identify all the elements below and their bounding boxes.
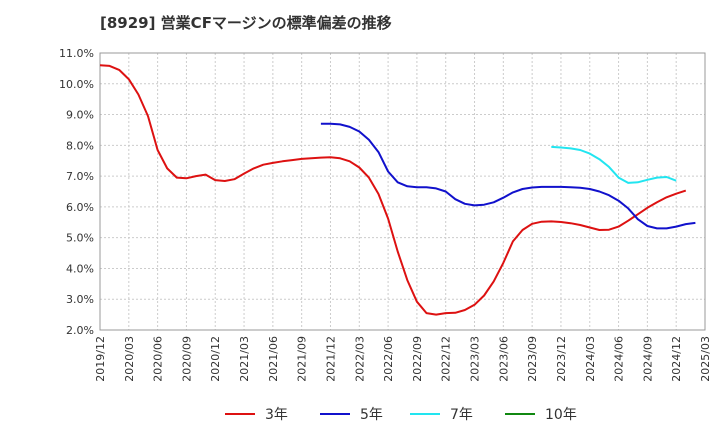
x-tick-label: 2022/12 xyxy=(440,336,453,382)
chart-title: [8929] 営業CFマージンの標準偏差の推移 xyxy=(100,14,392,32)
y-tick-label: 5.0% xyxy=(66,232,94,245)
series-line-5年 xyxy=(320,122,696,230)
legend-label: 7年 xyxy=(450,407,473,423)
legend-item-3年: 3年 xyxy=(225,407,288,423)
x-tick-label: 2024/09 xyxy=(641,336,654,382)
y-tick-label: 3.0% xyxy=(66,293,94,306)
y-tick-label: 4.0% xyxy=(66,262,94,275)
legend-label: 10年 xyxy=(545,407,577,423)
grid-layer xyxy=(99,52,706,331)
x-tick-label: 2020/12 xyxy=(209,336,222,382)
legend-label: 3年 xyxy=(265,407,288,423)
y-tick-label: 8.0% xyxy=(66,139,94,152)
y-tick-label: 10.0% xyxy=(59,78,94,91)
series-line-7年 xyxy=(551,145,677,184)
x-tick-label: 2020/06 xyxy=(152,336,165,382)
x-tick-label: 2021/06 xyxy=(267,336,280,382)
x-tick-label: 2021/09 xyxy=(296,336,309,382)
y-tick-label: 9.0% xyxy=(66,109,94,122)
legend-label: 5年 xyxy=(360,407,383,423)
series-line-3年 xyxy=(99,64,687,316)
x-tick-label: 2021/12 xyxy=(324,336,337,382)
axis-layer: 2.0% 3.0% 4.0% 5.0% 6.0% 7.0% 8.0% 9.0% 10.0% 11.… xyxy=(59,47,712,382)
plot-frame xyxy=(99,52,706,331)
x-tick-label: 2023/09 xyxy=(526,336,539,382)
x-tick-label: 2023/03 xyxy=(469,336,482,382)
x-tick-label: 2020/09 xyxy=(180,336,193,382)
y-tick-label: 7.0% xyxy=(66,170,94,183)
x-tick-label: 2022/09 xyxy=(411,336,424,382)
x-tick-label: 2024/06 xyxy=(613,336,626,382)
x-tick-label: 2022/06 xyxy=(382,336,395,382)
x-tick-label: 2023/06 xyxy=(497,336,510,382)
x-tick-label: 2021/03 xyxy=(238,336,251,382)
y-tick-label: 2.0% xyxy=(66,324,94,337)
x-tick-label: 2025/03 xyxy=(699,336,712,382)
x-tick-label: 2023/12 xyxy=(555,336,568,382)
x-tick-label: 2022/03 xyxy=(353,336,366,382)
x-tick-label: 2020/03 xyxy=(123,336,136,382)
legend-item-5年: 5年 xyxy=(320,407,383,423)
x-tick-label: 2024/12 xyxy=(670,336,683,382)
x-tick-label: 2019/12 xyxy=(94,336,107,382)
legend-item-10年: 10年 xyxy=(505,407,577,423)
series-layer xyxy=(99,64,696,316)
y-tick-label: 6.0% xyxy=(66,201,94,214)
legend-item-7年: 7年 xyxy=(410,407,473,423)
y-tick-label: 11.0% xyxy=(59,47,94,60)
legend: 3年 5年 7年 10年 xyxy=(225,407,577,423)
x-tick-label: 2024/03 xyxy=(584,336,597,382)
